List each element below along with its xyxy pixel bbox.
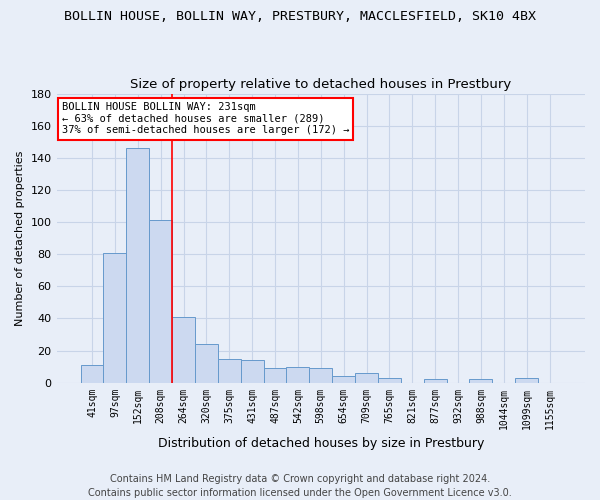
Bar [80,365,103,382]
Bar [127,148,149,382]
Bar [310,368,332,382]
Bar [103,252,127,382]
Bar [263,368,286,382]
Text: BOLLIN HOUSE BOLLIN WAY: 231sqm
← 63% of detached houses are smaller (289)
37% o: BOLLIN HOUSE BOLLIN WAY: 231sqm ← 63% of… [62,102,349,136]
Bar [378,378,401,382]
Bar [241,360,263,382]
Title: Size of property relative to detached houses in Prestbury: Size of property relative to detached ho… [130,78,511,91]
Text: BOLLIN HOUSE, BOLLIN WAY, PRESTBURY, MACCLESFIELD, SK10 4BX: BOLLIN HOUSE, BOLLIN WAY, PRESTBURY, MAC… [64,10,536,23]
Y-axis label: Number of detached properties: Number of detached properties [15,150,25,326]
Bar [149,220,172,382]
Bar [332,376,355,382]
Bar [424,380,446,382]
X-axis label: Distribution of detached houses by size in Prestbury: Distribution of detached houses by size … [158,437,484,450]
Bar [286,366,310,382]
Bar [355,373,378,382]
Bar [469,380,493,382]
Bar [515,378,538,382]
Text: Contains HM Land Registry data © Crown copyright and database right 2024.
Contai: Contains HM Land Registry data © Crown c… [88,474,512,498]
Bar [195,344,218,383]
Bar [218,358,241,382]
Bar [172,317,195,382]
